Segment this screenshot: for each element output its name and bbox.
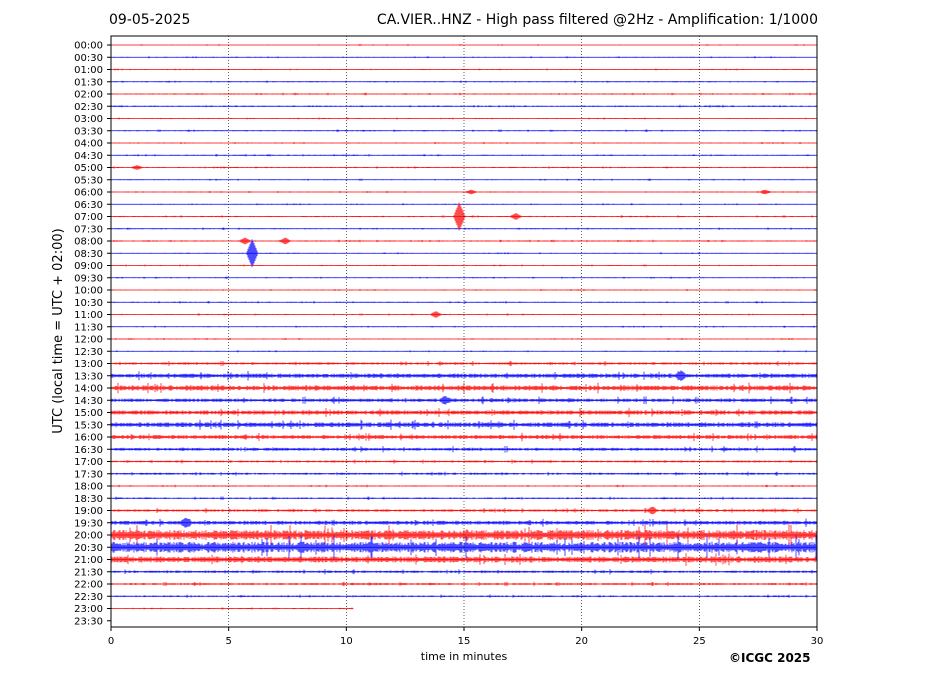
trace-layer [110,44,818,610]
y-tick-label: 04:30 [74,151,103,162]
y-tick-label: 09:00 [74,261,103,272]
y-tick-label: 19:00 [74,506,103,517]
y-tick-label: 16:00 [74,433,103,444]
trace-row-1000 [110,288,818,292]
y-tick-label: 12:00 [74,335,103,346]
y-tick-label: 03:30 [74,126,103,137]
y-tick-label: 03:00 [74,114,103,125]
grid-layer [228,36,700,627]
y-tick-label: 02:00 [74,90,103,101]
copyright-label: ©ICGC 2025 [729,651,811,665]
y-tick-label: 23:30 [74,616,103,627]
y-tick-label: 23:00 [74,604,103,615]
chart-title: CA.VIER..HNZ - High pass filtered @2Hz -… [376,12,818,28]
x-tick-label: 30 [811,636,824,647]
y-tick-label: 07:00 [74,212,103,223]
y-tick-label: 06:30 [74,200,103,211]
y-tick-label: 15:30 [74,420,103,431]
x-tick-label: 0 [108,636,114,647]
x-axis: 0 5 10 15 20 25 30 [108,627,824,647]
y-tick-label: 10:00 [74,286,103,297]
x-tick-label: 20 [575,636,588,647]
y-tick-label: 16:30 [74,445,103,456]
chart-date: 09-05-2025 [109,12,191,28]
x-tick-label: 10 [340,636,353,647]
y-tick-label: 00:00 [74,41,103,52]
y-tick-label: 01:30 [74,77,103,88]
y-tick-label: 22:30 [74,592,103,603]
y-tick-label: 00:30 [74,53,103,64]
y-tick-label: 08:30 [74,249,103,260]
y-tick-label: 17:30 [74,469,103,480]
y-tick-label: 10:30 [74,298,103,309]
y-tick-label: 22:00 [74,580,103,591]
trace-row-1430 [110,396,818,405]
trace-row-1530 [110,419,818,430]
y-tick-label: 20:00 [74,531,103,542]
y-tick-label: 13:30 [74,371,103,382]
x-tick-label: 15 [458,636,471,647]
y-tick-label: 06:00 [74,188,103,199]
trace-row-2300 [110,607,354,610]
trace-row-0400 [110,141,818,145]
y-tick-label: 19:30 [74,518,103,529]
y-tick-label: 17:00 [74,457,103,468]
x-tick-label: 25 [693,636,706,647]
y-tick-label: 14:00 [74,384,103,395]
y-tick-label: 12:30 [74,347,103,358]
y-tick-label: 21:30 [74,567,103,578]
y-tick-label: 15:00 [74,408,103,419]
y-tick-label: 14:30 [74,396,103,407]
trace-row-1730 [110,471,818,476]
y-tick-label: 01:00 [74,65,103,76]
y-tick-label: 18:30 [74,494,103,505]
y-axis-label: UTC (local time = UTC + 02:00) [51,228,66,433]
y-tick-label: 21:00 [74,555,103,566]
x-tick-label: 5 [225,636,231,647]
y-tick-label: 08:00 [74,237,103,248]
y-tick-label: 05:00 [74,163,103,174]
trace-row-1600 [110,432,818,442]
y-tick-label: 11:30 [74,322,103,333]
y-tick-label: 05:30 [74,175,103,186]
x-axis-label: time in minutes [421,650,508,663]
y-tick-label: 07:30 [74,224,103,235]
y-tick-label: 11:00 [74,310,103,321]
y-tick-label: 02:30 [74,102,103,113]
y-tick-label: 04:00 [74,139,103,150]
y-tick-label: 09:30 [74,273,103,284]
y-tick-label: 20:30 [74,543,103,554]
y-tick-label: 18:00 [74,482,103,493]
trace-row-1500 [110,407,818,418]
y-tick-label: 13:00 [74,359,103,370]
